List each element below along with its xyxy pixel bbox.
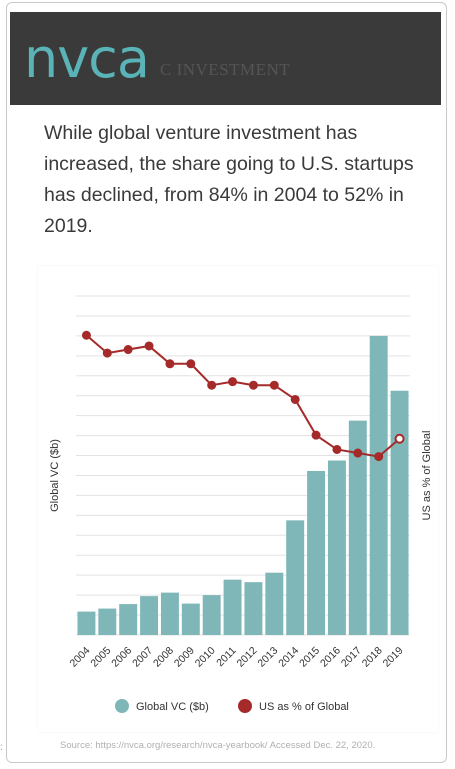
- x-tick-label: 2019: [381, 645, 406, 670]
- us-share-point-2007: [144, 341, 154, 351]
- us-share-point-2014: [290, 394, 300, 404]
- bar-2005: [98, 608, 117, 635]
- bar-2019: [390, 390, 409, 635]
- legend-label-global-vc: Global VC ($b): [136, 701, 209, 713]
- x-tick-label: 2009: [172, 645, 197, 670]
- nvca-logo: nvca: [24, 27, 150, 90]
- bar-2010: [202, 595, 221, 635]
- x-tick-label: 2015: [297, 645, 322, 670]
- x-tick-label: 2018: [360, 645, 385, 670]
- corner-mark: :: [0, 742, 3, 753]
- us-share-point-2009: [186, 359, 196, 369]
- x-tick-label: 2014: [276, 645, 301, 670]
- x-tick-label: 2004: [68, 645, 93, 670]
- chart-panel: 2004 2005 2006 2007 2008 2009 2010 2011 2012 2013…: [38, 266, 438, 732]
- x-tick-label: 2016: [318, 645, 343, 670]
- x-tick-label: 2006: [109, 645, 134, 670]
- legend-swatch-global-vc: [115, 699, 129, 713]
- legend-label-us-share: US as % of Global: [259, 701, 349, 713]
- bar-2011: [223, 579, 242, 635]
- bar-2013: [265, 572, 284, 635]
- bar-2014: [286, 520, 305, 635]
- us-share-point-2016: [332, 444, 342, 454]
- us-share-point-2019: [394, 433, 405, 444]
- x-tick-label: 2005: [88, 645, 113, 670]
- bar-2012: [244, 582, 263, 635]
- bar-2009: [181, 603, 200, 635]
- x-tick-label: 2012: [235, 645, 260, 670]
- x-tick-label: 2013: [255, 645, 280, 670]
- us-share-point-2011: [228, 377, 238, 387]
- bar-2016: [327, 460, 346, 635]
- legend-swatch-us-share: [238, 699, 252, 713]
- bar-2008: [160, 592, 179, 635]
- source-note: Source: https://nvca.org/research/nvca-y…: [60, 740, 376, 751]
- us-share-point-2017: [353, 448, 363, 458]
- y-axis-label-left: Global VC ($b): [49, 439, 61, 512]
- us-share-point-2010: [207, 380, 217, 390]
- us-share-point-2013: [269, 380, 279, 390]
- header-subtitle: C INVESTMENT: [160, 60, 291, 79]
- combo-chart: 2004200520062007200820092010201120122013…: [49, 295, 433, 713]
- x-tick-label: 2010: [193, 645, 218, 670]
- bar-2007: [140, 596, 159, 635]
- us-share-point-2008: [165, 359, 175, 369]
- x-tick-label: 2017: [339, 645, 364, 670]
- y-axis-label-right: US as % of Global: [421, 431, 433, 521]
- bar-2015: [307, 470, 326, 635]
- headline: While global venture investment has incr…: [44, 122, 414, 237]
- us-share-point-2015: [311, 430, 321, 440]
- bar-2017: [348, 420, 367, 635]
- x-tick-label: 2008: [151, 645, 176, 670]
- us-share-point-2006: [123, 345, 133, 355]
- x-tick-label: 2011: [214, 645, 239, 670]
- us-share-point-2005: [102, 348, 112, 358]
- us-share-point-2012: [248, 380, 258, 390]
- header-bar: nvca C INVESTMENT: [10, 12, 441, 105]
- x-tick-label: 2007: [130, 645, 155, 670]
- bar-2004: [77, 611, 96, 635]
- us-share-point-2004: [81, 330, 91, 340]
- bar-2018: [369, 335, 388, 635]
- us-share-line: [85, 334, 401, 458]
- bar-2006: [119, 604, 138, 635]
- us-share-point-2018: [374, 452, 384, 462]
